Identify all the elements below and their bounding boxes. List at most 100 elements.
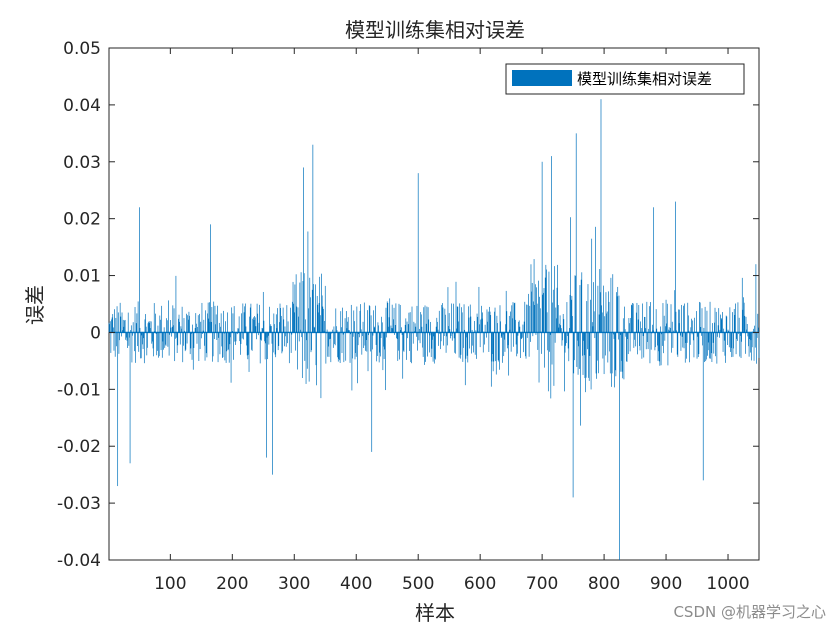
bar (679, 309, 681, 333)
bar (436, 317, 438, 333)
bar (660, 332, 662, 366)
bar (190, 332, 192, 349)
bar (658, 332, 659, 352)
bar (534, 305, 536, 333)
bar (310, 297, 311, 333)
bar (563, 319, 565, 333)
bar (204, 332, 206, 361)
bar (499, 305, 501, 333)
bar (506, 311, 508, 333)
bar (382, 332, 384, 371)
bar (404, 330, 405, 333)
bar (582, 332, 584, 375)
bar (178, 314, 180, 333)
bar (710, 332, 712, 359)
bar (282, 307, 284, 333)
bar (538, 280, 539, 333)
bar (110, 332, 112, 353)
y-tick-label: -0.04 (57, 551, 101, 571)
bar (256, 303, 258, 333)
bar (359, 310, 361, 333)
bar (355, 332, 356, 353)
bar (635, 312, 637, 333)
bar (550, 332, 552, 399)
x-tick-label: 400 (340, 574, 372, 594)
bar (621, 332, 622, 361)
bar (292, 301, 293, 333)
bar (165, 332, 167, 346)
bar (602, 332, 604, 359)
bar (633, 332, 635, 348)
bar (561, 332, 563, 346)
bar (393, 307, 395, 333)
bar (185, 332, 187, 350)
bar (334, 332, 336, 346)
y-tick-label: 0.04 (63, 96, 101, 116)
bar (674, 201, 676, 333)
bar (662, 303, 664, 333)
bar (339, 332, 341, 363)
bar (607, 332, 609, 363)
bar (442, 303, 443, 333)
bar (310, 332, 312, 353)
bar (667, 332, 669, 366)
bar (213, 301, 215, 333)
bar (578, 332, 580, 369)
bar (640, 328, 642, 333)
bar (135, 332, 136, 363)
bar (112, 327, 114, 333)
bar (419, 328, 420, 333)
bar (512, 318, 513, 333)
bar (282, 332, 283, 352)
bar (530, 332, 531, 342)
bar (492, 332, 493, 355)
bar (626, 332, 627, 362)
bar (747, 332, 749, 337)
bar (680, 332, 682, 351)
bar (312, 144, 314, 333)
bar (454, 332, 456, 353)
bar (706, 310, 708, 333)
bar (235, 332, 236, 345)
bar (257, 313, 259, 333)
bar (394, 332, 396, 335)
bar (591, 322, 593, 333)
bar (227, 312, 228, 333)
bar (215, 314, 217, 333)
bar (754, 332, 756, 348)
bar (519, 326, 521, 333)
bar (678, 323, 680, 333)
bar (380, 332, 381, 357)
bar (624, 329, 626, 333)
bar (323, 308, 324, 333)
bar (440, 332, 442, 342)
bar (469, 304, 471, 333)
bar (451, 332, 453, 341)
bar (332, 332, 334, 348)
bar (628, 318, 630, 333)
bar (403, 332, 405, 352)
bar (244, 306, 246, 333)
bar (239, 332, 241, 342)
bar (349, 330, 350, 333)
bar (529, 305, 531, 333)
bar (405, 318, 407, 333)
bar (280, 315, 282, 333)
bar (495, 332, 497, 375)
bar (131, 332, 133, 363)
bar (493, 332, 495, 362)
bar (427, 307, 429, 333)
bar (661, 332, 663, 346)
bar (692, 332, 694, 341)
bar (158, 332, 159, 358)
bar (281, 332, 283, 354)
bar (184, 332, 186, 352)
bar (724, 332, 726, 356)
bar (311, 289, 313, 333)
bar (345, 332, 347, 361)
bar (109, 321, 111, 333)
x-tick-label: 1000 (706, 574, 749, 594)
bar (215, 324, 216, 333)
bar (456, 306, 458, 333)
bar (431, 332, 433, 349)
